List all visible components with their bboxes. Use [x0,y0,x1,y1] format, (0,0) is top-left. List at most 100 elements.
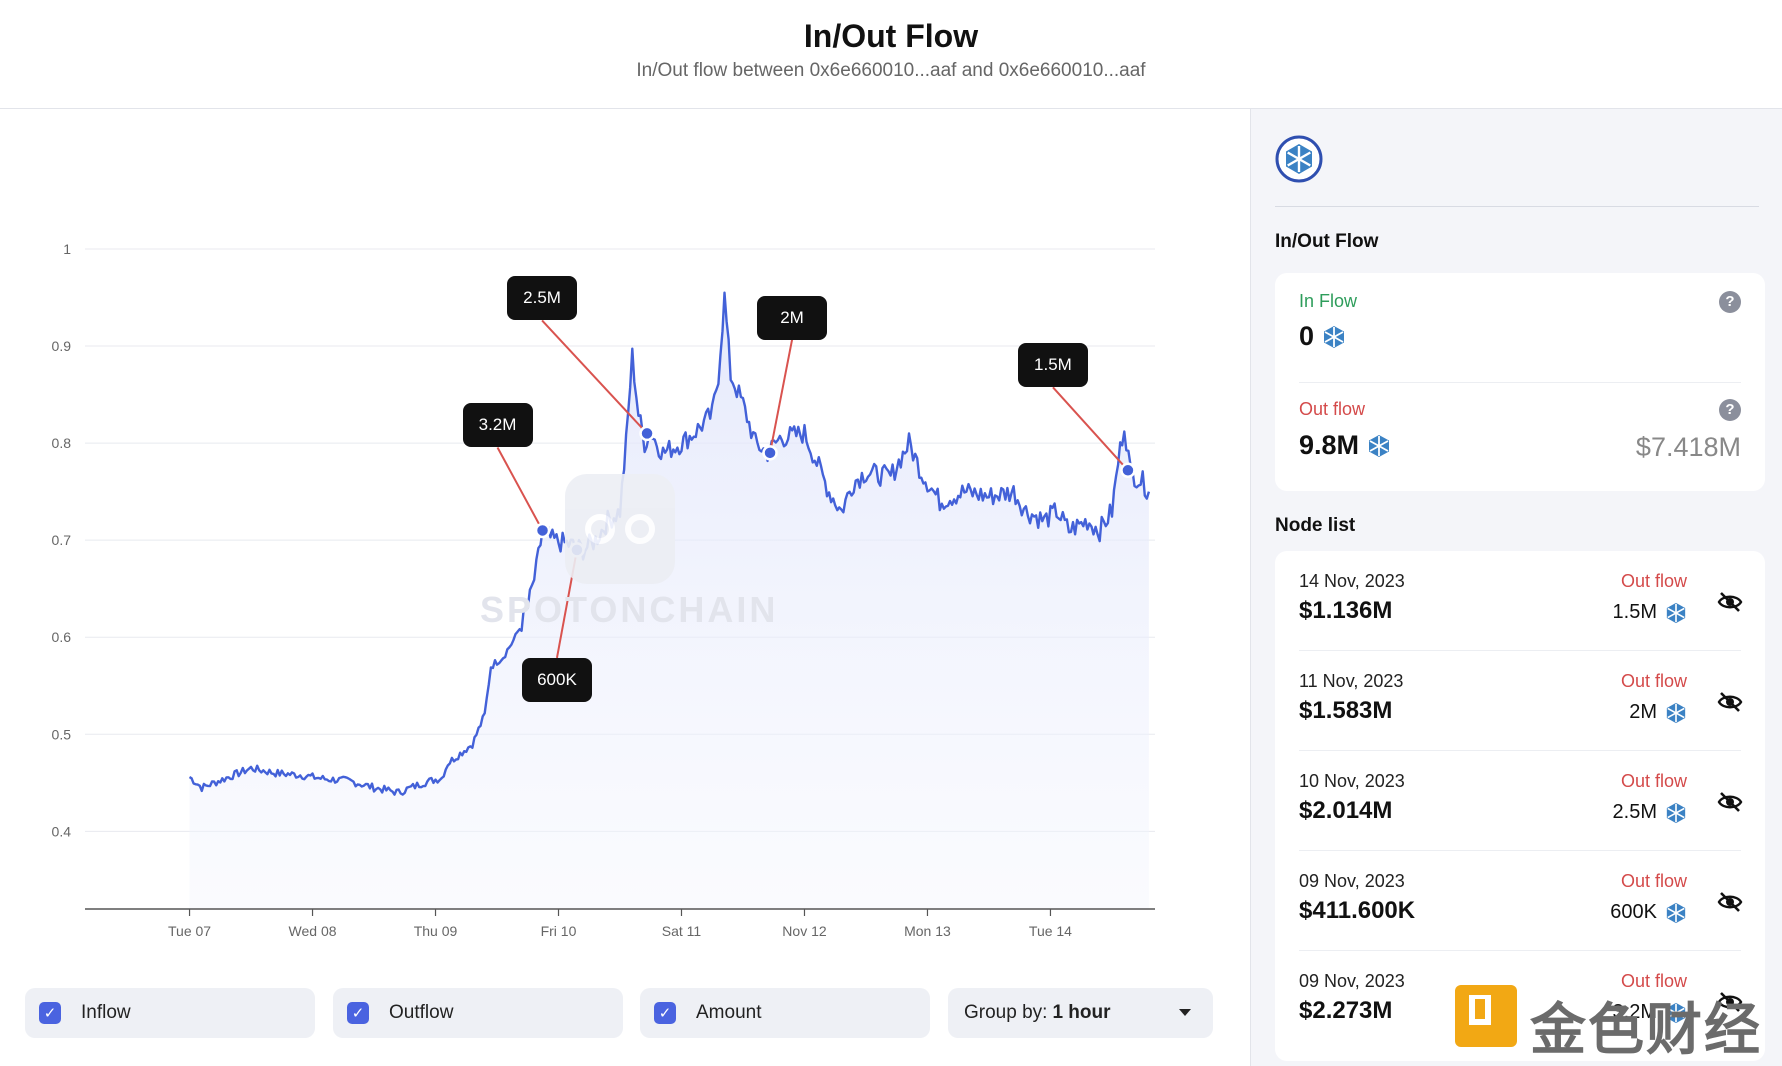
group-by-value: 1 hour [1052,1002,1111,1023]
brand-logo-text: 金色财经 [1530,998,1762,1061]
x-tick-label: Fri 10 [541,923,577,939]
node-divider [1299,950,1741,951]
node-amount-value: 2.5M [1612,801,1657,823]
node-divider [1299,650,1741,651]
x-tick-label: Tue 07 [168,923,211,939]
annotation-point[interactable] [639,425,655,442]
page-subtitle: In/Out flow between 0x6e660010...aaf and… [636,60,1146,81]
node-direction: Out flow [1620,771,1687,791]
inflow-checkbox[interactable]: ✓ [39,1002,61,1024]
annotation-callout: 1.5M [1017,343,1088,388]
flow-area [189,292,1149,909]
node-usd-value: $1.136M [1299,597,1393,624]
token-icon [1369,434,1390,457]
inflow-label: Inflow [81,1002,131,1023]
outflow-checkbox[interactable]: ✓ [347,1002,369,1024]
out-flow-amount: 9.8M [1299,430,1360,460]
annotation-point[interactable] [1120,462,1136,479]
node-list-item[interactable]: 11 Nov, 2023 $1.583M Out flow 2M [1275,651,1765,751]
annotation-callout: 2M [757,295,828,340]
y-tick-label: 0.4 [52,823,72,839]
caret-down-icon [1179,1009,1191,1016]
callout-connector [541,319,648,435]
page-header: In/Out Flow In/Out flow between 0x6e6600… [0,0,1782,109]
amount-checkbox[interactable]: ✓ [654,1002,676,1024]
node-amount-value: 600K [1610,901,1657,923]
node-usd-value: $2.014M [1299,797,1393,824]
eye-off-icon[interactable] [1717,789,1743,815]
node-date: 14 Nov, 2023 [1299,571,1405,591]
amount-label: Amount [696,1002,762,1023]
node-amount: 3.2M [1613,1001,1687,1024]
flow-summary-card: In Flow ? 0 Out flow ? 9.8M $7.418M [1275,273,1765,491]
x-tick-label: Wed 08 [289,923,337,939]
out-flow-value: 9.8M [1299,430,1391,461]
token-icon [1666,602,1686,623]
node-list-item[interactable]: 14 Nov, 2023 $1.136M Out flow 1.5M [1275,551,1765,651]
token-icon [1666,1002,1686,1023]
token-entity-icon [1275,135,1323,183]
sidebar-divider [1275,206,1759,207]
node-usd-value: $1.583M [1299,697,1393,724]
callout-connector [496,446,544,531]
watermark-logo [565,474,675,584]
eye-off-icon[interactable] [1717,589,1743,615]
y-tick-label: 0.5 [52,726,72,742]
group-by-prefix: Group by: [964,1002,1048,1023]
node-amount-value: 2M [1629,701,1657,723]
token-icon [1666,702,1686,723]
node-amount: 2.5M [1613,801,1687,824]
y-tick-label: 1 [63,241,71,257]
node-list-title: Node list [1275,515,1356,536]
y-tick-label: 0.6 [52,629,72,645]
annotation-point[interactable] [762,445,778,461]
watermark-text: SPOTONCHAIN [480,589,779,630]
outflow-toggle[interactable]: ✓ Outflow [333,988,623,1038]
flow-line [188,291,1151,796]
help-icon[interactable]: ? [1719,291,1741,313]
help-icon[interactable]: ? [1719,399,1741,421]
flow-chart: 1 0.9 0.8 0.7 0.6 0.5 0.4 Tue 07 Wed 08 Thu 09 Fri… [52,241,1155,939]
sidebar: In/Out Flow In Flow ? 0 Out flow ? 9.8M … [1250,109,1782,1066]
node-date: 09 Nov, 2023 [1299,971,1405,991]
node-list: 14 Nov, 2023 $1.136M Out flow 1.5M 11 Nov, 2… [1275,551,1765,1061]
node-list-item[interactable]: 09 Nov, 2023 $2.273M Out flow 3.2M [1275,951,1765,1051]
y-tick-label: 0.7 [52,532,72,548]
y-tick-label: 0.8 [52,435,72,451]
node-list-item[interactable]: 09 Nov, 2023 $411.600K Out flow 600K [1275,851,1765,951]
node-date: 10 Nov, 2023 [1299,771,1405,791]
annotation-point[interactable] [534,522,551,539]
eye-off-icon[interactable] [1717,889,1743,915]
in-flow-amount: 0 [1299,321,1315,351]
out-flow-label: Out flow [1299,399,1366,419]
card-divider [1299,382,1741,383]
inflow-toggle[interactable]: ✓ Inflow [25,988,315,1038]
callout-connector [769,339,794,454]
in-flow-value: 0 [1299,321,1346,352]
amount-toggle[interactable]: ✓ Amount [640,988,930,1038]
node-date: 11 Nov, 2023 [1299,671,1404,691]
annotation-callout: 2.5M [507,276,578,321]
callout-connector [1052,386,1129,471]
node-amount: 1.5M [1613,601,1687,624]
outflow-label: Outflow [389,1002,454,1023]
node-divider [1299,750,1741,751]
out-flow-usd: $7.418M [1635,432,1741,462]
group-by-select[interactable]: Group by: 1 hour [948,988,1213,1038]
node-usd-value: $2.273M [1299,997,1393,1024]
flow-section-title: In/Out Flow [1275,231,1379,252]
annotation-callout: 600K [521,657,592,702]
x-tick-label: Sat 11 [662,923,702,939]
in-flow-label: In Flow [1299,291,1358,311]
node-amount: 600K [1610,901,1687,924]
eye-off-icon[interactable] [1717,989,1743,1015]
node-direction: Out flow [1620,871,1687,891]
node-direction: Out flow [1620,671,1687,691]
node-amount-value: 3.2M [1612,1001,1657,1023]
token-icon [1324,325,1345,348]
token-icon [1666,902,1686,923]
eye-off-icon[interactable] [1717,689,1743,715]
node-usd-value: $411.600K [1299,897,1416,924]
node-amount-value: 1.5M [1612,601,1657,623]
node-list-item[interactable]: 10 Nov, 2023 $2.014M Out flow 2.5M [1275,751,1765,851]
